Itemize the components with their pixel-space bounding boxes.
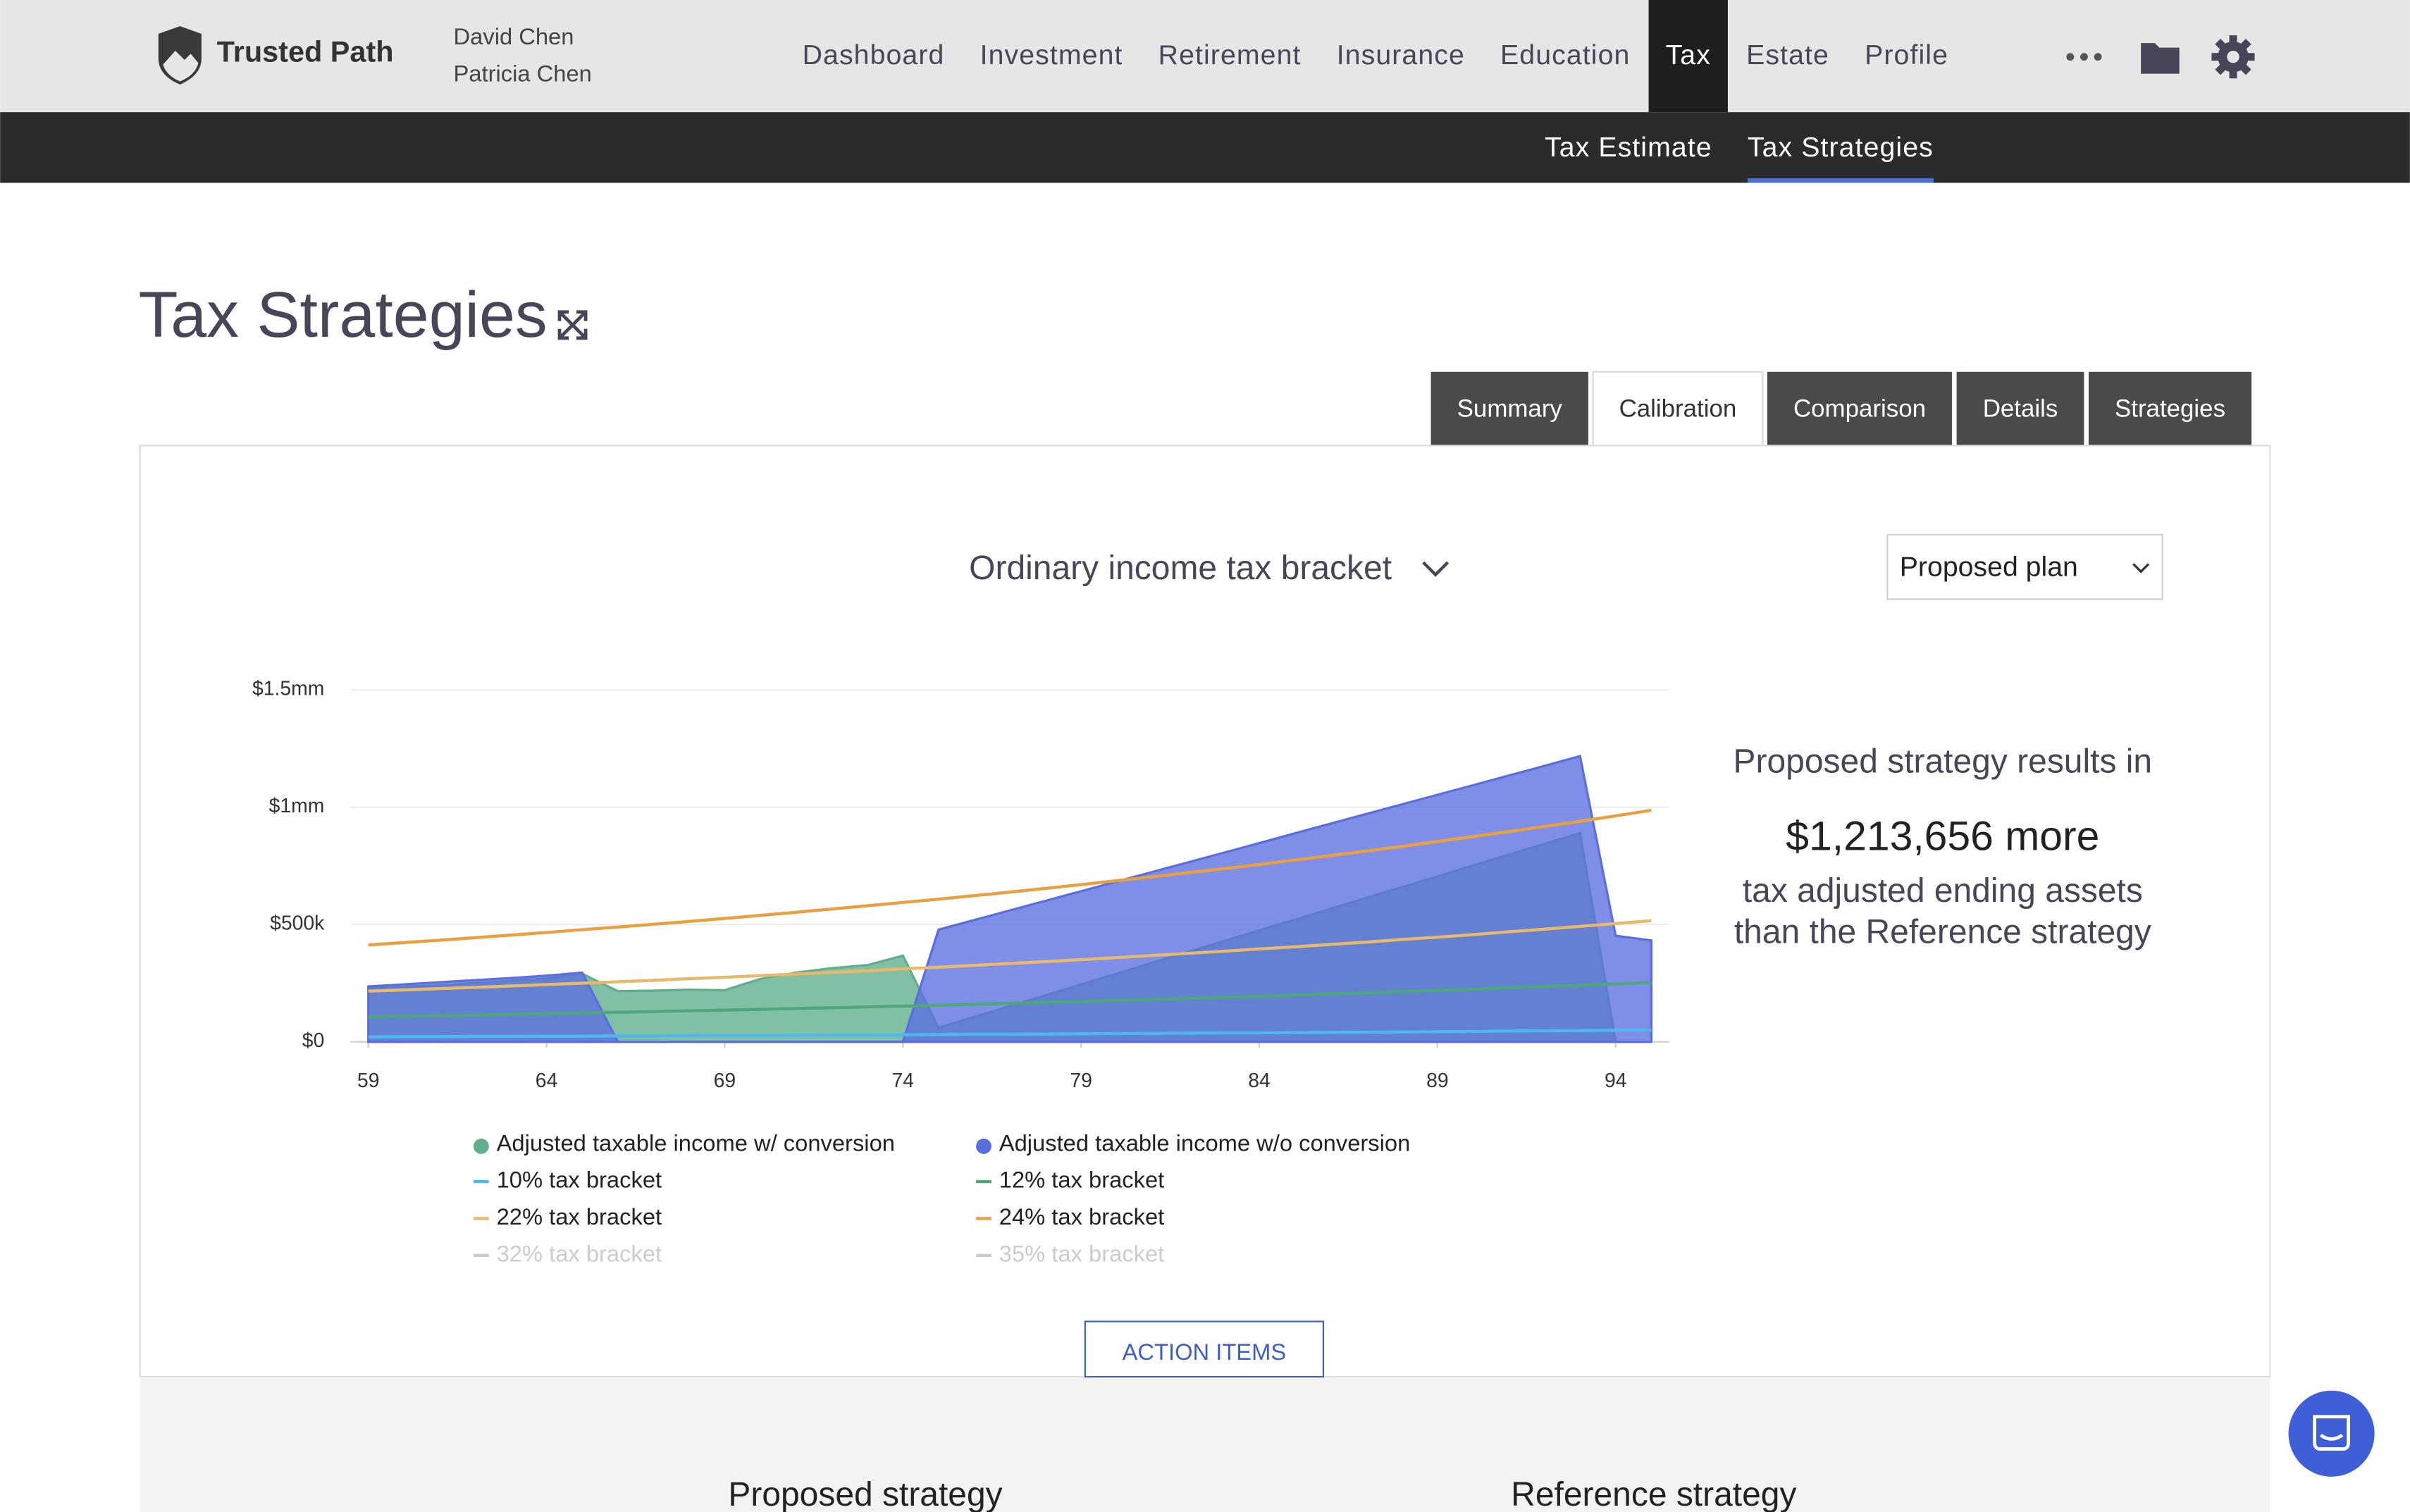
nav-active [1648,0,1728,113]
legend-swatch [976,1139,991,1154]
result-amount: $1,213,656 more [1786,813,2099,859]
section-title: Proposed strategy [728,1476,1002,1512]
brand[interactable]: Trusted Path [217,35,394,68]
tab[interactable]: Summary [1430,371,1588,446]
x-tick-label: 74 [892,1070,915,1092]
nav-item[interactable]: Estate [1746,39,1829,70]
more-menu[interactable] [2066,53,2102,61]
legend-label: Adjusted taxable income w/o conversion [999,1129,1411,1155]
tab[interactable]: Comparison [1767,371,1953,446]
logo-mark [163,50,199,82]
action-button[interactable] [1084,1320,1325,1378]
legend-item[interactable]: 12% tax bracket [976,1167,1164,1193]
y-tick-label: $1.5mm [252,678,324,700]
plan-select-label: Proposed plan [1900,551,2078,582]
legend-item[interactable]: 10% tax bracket [473,1167,662,1193]
subnav-underline [1747,178,1934,183]
metric-selector[interactable]: Ordinary income tax bracket [969,550,1392,587]
line [368,1028,1652,1039]
legend-item[interactable]: 35% tax bracket [976,1240,1164,1266]
nav-item[interactable]: Education [1500,39,1630,70]
x-tick-label: 89 [1426,1070,1449,1092]
tab-box [1592,371,1764,448]
legend-label: 12% tax bracket [999,1167,1165,1193]
legend-label: 35% tax bracket [999,1240,1165,1266]
x-tick-label: 64 [536,1070,558,1092]
x-tick-label: 59 [357,1070,380,1092]
tab-label: Summary [1457,395,1563,423]
tab-label: Calibration [1619,395,1737,423]
y-tick-label: $1mm [269,795,325,817]
area [367,755,1652,1043]
nav-item[interactable]: Retirement [1158,39,1302,70]
tab-box [2088,371,2252,446]
legend-item[interactable]: Adjusted taxable income w/o conversion [976,1129,1410,1155]
tab[interactable]: Calibration [1592,371,1764,448]
page-title: Tax Strategies [138,279,547,351]
sub-bar [0,112,2410,183]
action-button-label: ACTION ITEMS [1123,1339,1287,1365]
legend-swatch [473,1139,489,1154]
result-text: than the Reference strategy [1734,914,2151,951]
section-title: Reference strategy [1511,1476,1796,1512]
x-tick-label: 69 [714,1070,736,1092]
y-tick-label: $500k [270,912,325,935]
legend-item[interactable]: 24% tax bracket [976,1203,1164,1229]
legend-item[interactable]: 32% tax bracket [473,1240,662,1266]
result-text: tax adjusted ending assets [1743,872,2143,910]
x-tick-label: 84 [1248,1070,1271,1092]
nav-item[interactable]: Dashboard [803,39,945,70]
legend-label: 10% tax bracket [497,1167,662,1193]
legend-label: 22% tax bracket [497,1203,662,1229]
legend-item[interactable]: 22% tax bracket [473,1203,662,1229]
client-name: David Chen [454,23,574,49]
legend-label: 24% tax bracket [999,1203,1165,1229]
nav-item[interactable]: Profile [1865,39,1948,70]
folder-icon[interactable] [2141,43,2180,74]
legend-label: Adjusted taxable income w/ conversion [497,1129,895,1155]
settings-icon[interactable] [2211,35,2255,79]
subnav-item[interactable]: Tax Estimate [1545,132,1712,163]
tab[interactable]: Details [1956,371,2084,446]
client-name: Patricia Chen [454,61,592,87]
top-bar [0,0,2410,113]
tab-label: Comparison [1793,395,1926,423]
plan-select[interactable] [1886,533,2163,600]
result-intro: Proposed strategy results in [1734,743,2153,781]
tab-box [1767,371,1953,446]
tab-label: Strategies [2115,395,2225,423]
tab-label: Details [1983,395,2058,423]
x-tick-label: 94 [1605,1070,1627,1092]
tab[interactable]: Strategies [2088,371,2252,446]
line [368,808,1652,947]
nav-item[interactable]: Investment [980,39,1123,70]
legend-item[interactable]: Adjusted taxable income w/ conversion [473,1129,895,1155]
subnav-item[interactable]: Tax Strategies [1748,132,1934,163]
chevron [2132,563,2150,574]
nav-item[interactable]: Insurance [1337,39,1465,70]
tab-box [1956,371,2084,446]
chat-button[interactable] [2288,1390,2375,1477]
chevron [1422,561,1450,577]
chat-icon [2313,1415,2350,1451]
comparison-area [140,1378,2270,1512]
nav-item[interactable]: Tax [1666,39,1711,70]
y-tick-label: $0 [302,1029,325,1052]
legend-label: 32% tax bracket [497,1240,662,1266]
tab-box [1430,371,1588,446]
line [368,919,1652,993]
expand-icon[interactable] [557,310,588,340]
line [368,981,1652,1019]
x-tick-label: 79 [1070,1070,1092,1092]
